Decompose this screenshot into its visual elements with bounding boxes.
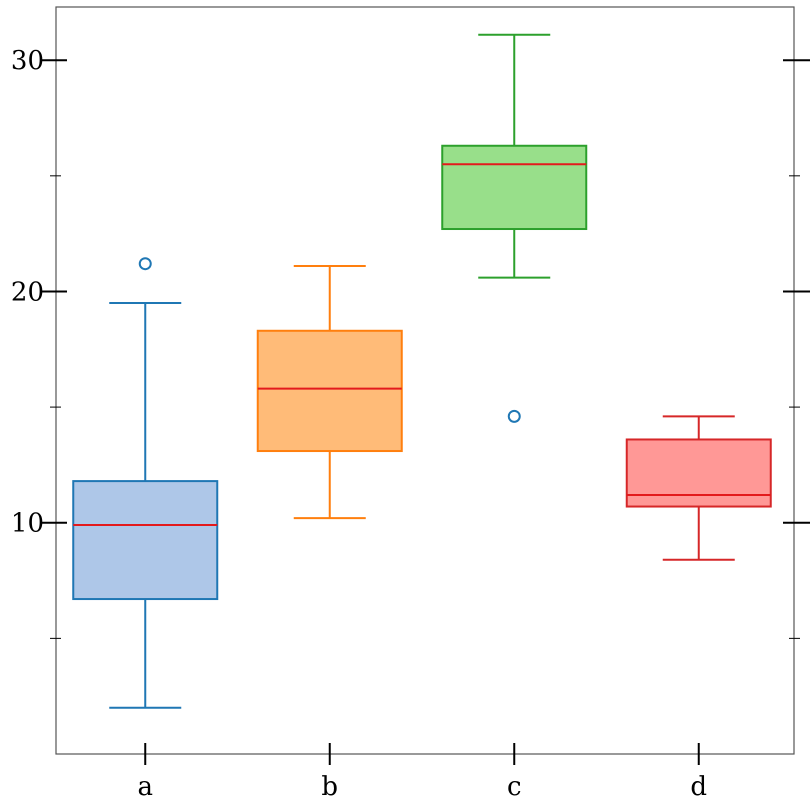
iqr-box bbox=[441, 144, 588, 231]
axes: 10 20 30 a b c d bbox=[11, 6, 810, 802]
plot-area bbox=[72, 33, 772, 709]
y-tick-label: 20 bbox=[11, 277, 44, 307]
x-tick-label-d: d bbox=[690, 772, 707, 802]
plot-frame bbox=[55, 6, 795, 755]
iqr-box bbox=[72, 480, 219, 601]
box-a bbox=[72, 257, 219, 709]
y-tick-label: 10 bbox=[11, 509, 44, 539]
x-tick-label-c: c bbox=[507, 772, 522, 802]
outlier-point bbox=[507, 409, 521, 423]
box-c bbox=[441, 33, 588, 423]
x-tick-label-a: a bbox=[137, 772, 153, 802]
iqr-box bbox=[625, 438, 772, 508]
iqr-box bbox=[256, 329, 403, 453]
box-d bbox=[625, 415, 772, 561]
outlier-point bbox=[138, 257, 152, 271]
box-b bbox=[256, 265, 403, 520]
y-tick-label: 30 bbox=[11, 46, 44, 76]
x-tick-label-b: b bbox=[321, 772, 338, 802]
